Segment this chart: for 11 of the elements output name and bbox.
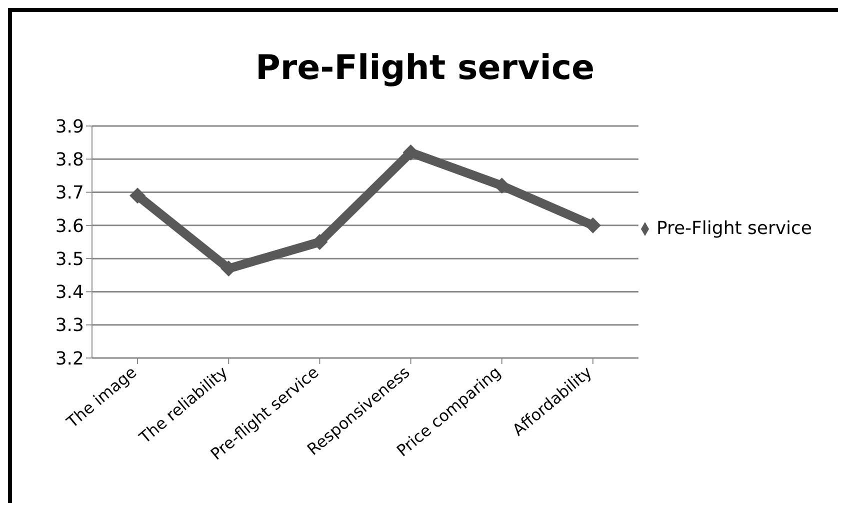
y-tick-label: 3.4 bbox=[55, 282, 84, 304]
y-tick-label: 3.8 bbox=[55, 150, 84, 171]
y-tick-label: 3.5 bbox=[55, 248, 84, 270]
y-tick-label: 3.7 bbox=[55, 182, 84, 204]
chart-title: Pre-Flight service bbox=[254, 48, 596, 90]
y-tick-label: 3.3 bbox=[55, 315, 84, 336]
y-tick-label: 3.2 bbox=[55, 348, 84, 370]
point bbox=[130, 188, 146, 204]
y-tick-label: 3.9 bbox=[55, 116, 84, 138]
y-tick-label: 3.6 bbox=[55, 216, 84, 237]
legend-label: Pre-Flight service bbox=[656, 218, 812, 238]
